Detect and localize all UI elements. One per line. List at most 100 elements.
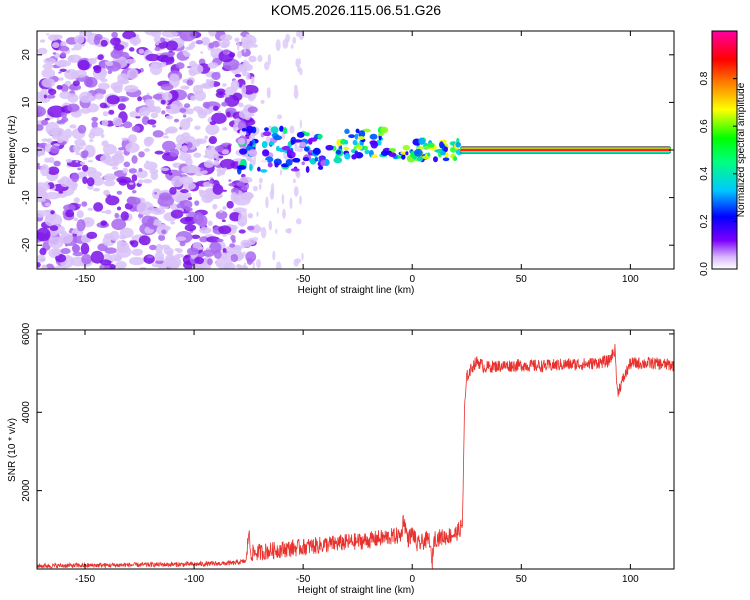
noise-blob [171,128,175,133]
noise-blob [221,149,230,155]
noise-blob [69,124,77,129]
noise-blob [137,179,144,185]
faint-streak [250,76,255,85]
noise-blob [144,98,155,106]
noise-blob [122,31,136,40]
noise-blob [184,192,192,198]
noise-blob [163,247,174,255]
noise-blob [86,177,95,187]
x-tick-label: -50 [296,574,311,585]
faint-streak [293,88,299,99]
noise-blob [212,184,224,195]
noise-blob [80,242,90,255]
snr-frame [36,329,675,570]
noise-blob [98,82,110,90]
x-tick-label: -50 [296,274,311,285]
signal-blob [267,162,273,168]
noise-blob [103,179,116,187]
signal-blob [262,149,270,157]
noise-blob [90,127,104,137]
noise-blob [219,158,236,170]
noise-blob [147,255,153,259]
noise-blob [138,106,151,117]
noise-blob [58,77,64,81]
noise-blob [76,219,86,232]
noise-blob [206,236,220,243]
faint-streak [265,196,269,209]
noise-blob [239,176,253,184]
noise-blob [229,243,236,248]
noise-blob [116,241,130,254]
noise-blob [175,236,187,241]
carrier-band-4 [460,148,671,152]
noise-blob [37,227,51,242]
noise-blob [232,92,243,101]
noise-blob [160,37,166,43]
signal-blob [370,140,379,149]
noise-blob [101,119,109,127]
noise-blob [138,167,143,172]
noise-blob [69,227,74,231]
noise-blob [144,31,160,36]
noise-blob [44,191,61,200]
noise-blob [185,207,193,212]
signal-blob [350,149,356,154]
noise-blob [179,200,185,206]
noise-blob [71,110,82,118]
noise-blob [238,102,244,108]
noise-blob [65,209,75,218]
noise-blob [64,128,73,139]
noise-blob [39,247,47,256]
noise-blob [81,164,89,172]
noise-blob [144,148,150,152]
noise-blob [161,31,179,38]
noise-blob [46,94,56,99]
noise-blob [228,52,236,58]
signal-blob [252,139,256,146]
signal-blob [439,141,444,149]
noise-blob [63,204,76,212]
noise-blob [48,157,55,164]
noise-blob [71,48,76,51]
noise-blob [195,40,203,45]
noise-blob [129,256,145,266]
noise-blob [113,44,125,51]
noise-blob [128,168,137,174]
noise-blob [228,182,235,187]
noise-blob [165,40,178,51]
noise-blob [147,119,157,125]
noise-blob [81,253,92,265]
noise-blob [150,112,159,119]
noise-blob [181,165,198,174]
signal-blob [299,141,307,148]
y-tick-label: -10 [21,190,32,205]
noise-blob [93,65,102,74]
snr-series-line [37,343,674,569]
noise-blob [227,144,232,149]
signal-blob [282,127,288,135]
noise-blob [129,182,134,185]
noise-blob [226,111,231,118]
noise-blob [160,83,174,91]
spectrogram-y-axis: -20 -10 0 10 20 [21,49,674,252]
noise-blob [77,124,87,134]
noise-blob [204,145,218,160]
noise-blob [119,227,134,239]
signal-blob [444,146,448,153]
noise-blob [94,93,104,100]
noise-blob [152,124,156,128]
faint-streak [241,68,245,73]
noise-blob [167,52,174,58]
noise-blob [131,174,138,182]
noise-blob [220,253,227,260]
noise-blob [49,225,59,232]
noise-blob [183,103,191,109]
signal-blob [317,134,323,139]
noise-blob [129,111,139,118]
signal-blob [312,147,321,155]
noise-blob [219,34,233,41]
noise-blob [222,248,227,253]
snr-x-label: Height of straight line (km) [298,585,415,596]
signal-blob [302,156,310,162]
signal-blob [354,133,359,140]
